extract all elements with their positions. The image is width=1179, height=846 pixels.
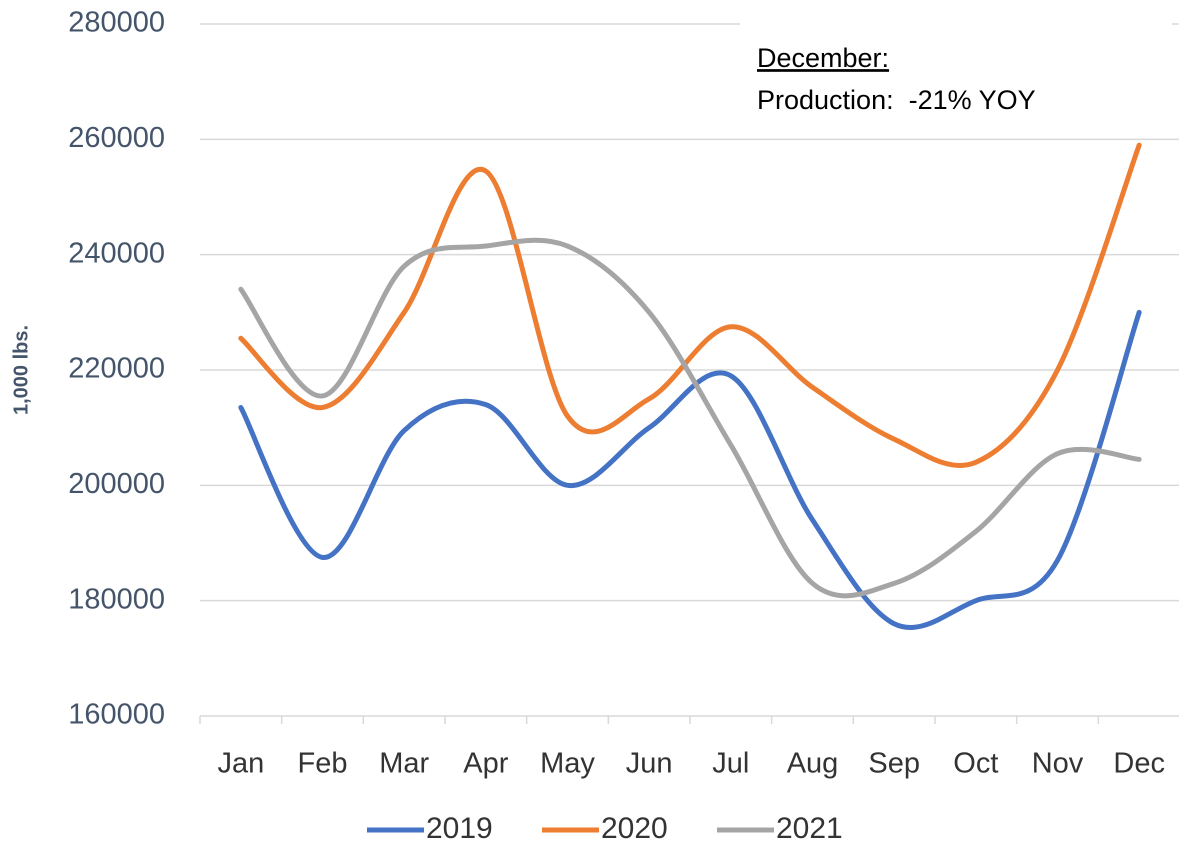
y-tick-label: 240000 (68, 237, 165, 269)
y-tick-label: 280000 (68, 7, 165, 39)
y-tick-label: 180000 (68, 583, 165, 615)
x-tick-label: Feb (298, 748, 348, 780)
y-tick-label: 160000 (68, 699, 165, 731)
series-line (238, 142, 1142, 468)
x-tick-label: Jul (712, 748, 749, 780)
y-tick-label: 220000 (68, 353, 165, 385)
y-axis-label: 1,000 lbs. (10, 325, 32, 415)
x-tick-label: Aug (787, 748, 839, 780)
annotation: December: (757, 43, 889, 73)
x-tick-label: Oct (953, 748, 998, 780)
x-tick-label: Mar (379, 748, 429, 780)
legend-label: 2021 (776, 812, 843, 845)
x-tick-label: Apr (463, 748, 508, 780)
legend-label: 2020 (601, 812, 668, 845)
annotation-box (740, 14, 1172, 132)
y-tick-label: 200000 (68, 468, 165, 500)
x-tick-label: Jun (626, 748, 673, 780)
y-tick-label: 260000 (68, 122, 165, 154)
annotation: Production: -21% YOY (757, 85, 1036, 115)
series-line (238, 309, 1142, 631)
x-tick-label: Sep (868, 748, 920, 780)
legend-label: 2019 (426, 812, 493, 845)
series-line (238, 237, 1142, 599)
x-tick-label: May (540, 748, 595, 780)
x-tick-label: Jan (217, 748, 264, 780)
x-tick-label: Dec (1113, 748, 1165, 780)
x-tick-label: Nov (1032, 748, 1084, 780)
